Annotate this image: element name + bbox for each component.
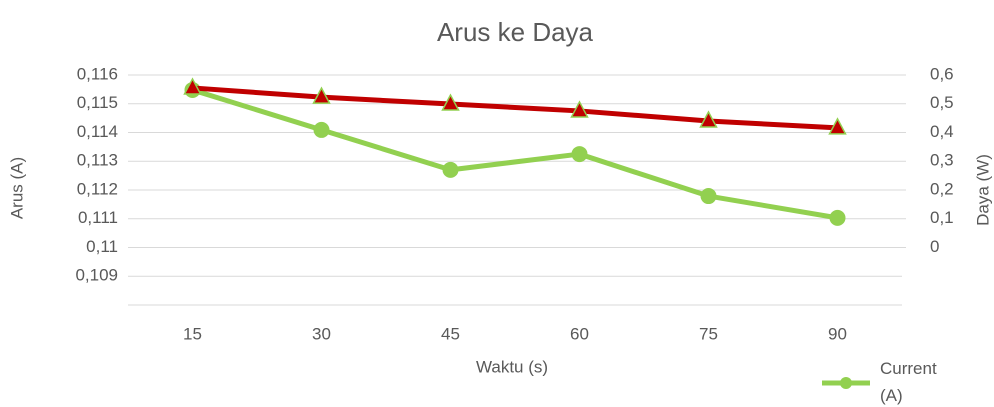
y-tick-label: 0,114 [77,122,118,141]
x-tick-label: 90 [828,324,847,343]
y2-tick-label: 0,1 [930,208,954,227]
y2-tick-label: 0,3 [930,151,954,170]
y-tick-label: 0,109 [75,266,118,285]
y-tick-label: 0,112 [77,179,118,198]
series-line [191,87,838,221]
y2-tick-label: 0,5 [930,93,954,112]
x-tick-label: 60 [570,324,589,343]
x-tick-label: 30 [312,324,331,343]
legend-label: Current (A) [880,359,937,405]
marker [312,86,331,104]
y-tick-label: 0,11 [86,237,118,256]
y2-tick-label: 0 [930,237,939,256]
marker [829,209,846,226]
y-tick-label: 0,111 [78,208,118,227]
x-tick-label: 45 [441,324,460,343]
y2-tick-label: 0,4 [930,122,954,141]
marker [571,146,588,163]
x-tick-label: 15 [183,324,202,343]
marker [313,121,330,138]
marker [700,188,717,205]
chart-title: Arus ke Daya [437,17,594,47]
marker [183,77,202,95]
marker [699,110,718,128]
y-axis-label: Arus (A) [7,157,26,219]
y2-axis-label: Daya (W) [973,154,992,226]
marker [441,93,460,111]
marker [442,161,459,178]
marker [570,100,589,118]
y-tick-label: 0,115 [77,93,118,112]
y2-tick-label: 0,6 [930,64,954,83]
x-axis-label: Waktu (s) [476,357,548,376]
legend-marker [840,377,852,389]
marker [828,117,847,135]
y-tick-label: 0,113 [77,151,118,170]
series-line [192,85,838,131]
y2-tick-label: 0,2 [930,179,954,198]
y-tick-label: 0,116 [77,64,118,83]
x-tick-label: 75 [699,324,718,343]
